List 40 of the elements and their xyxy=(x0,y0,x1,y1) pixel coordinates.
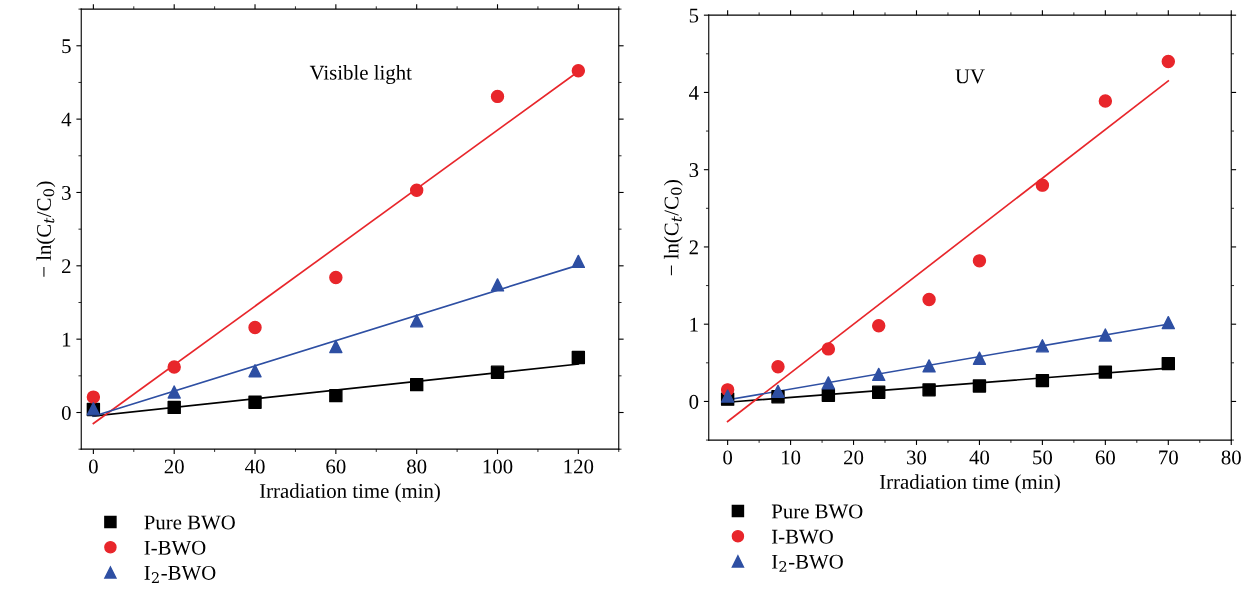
x-tick-label: 60 xyxy=(1095,450,1115,465)
legend-label: Pure BWO xyxy=(144,515,235,530)
legend-label: Pure BWO xyxy=(771,504,863,519)
x-tick-label: 80 xyxy=(407,459,427,474)
x-tick-label: 20 xyxy=(844,450,864,465)
x-tick-label: 40 xyxy=(969,450,990,465)
x-tick-label: 20 xyxy=(164,459,184,474)
legend-label: I-BWO xyxy=(772,529,833,544)
legend-label: I-BWO xyxy=(144,540,206,555)
y-tick-label: 5 xyxy=(689,8,699,23)
y-tick-label: 0 xyxy=(61,405,71,420)
x-tick-label: 0 xyxy=(723,450,733,465)
x-axis-title: Irradiation time (min) xyxy=(879,474,1060,494)
x-tick-label: 70 xyxy=(1159,450,1178,465)
y-tick-label: 3 xyxy=(62,185,71,200)
x-tick-label: 120 xyxy=(564,459,594,474)
y-tick-label: 4 xyxy=(689,85,699,100)
x-tick-label: 0 xyxy=(88,459,98,474)
x-axis-title: Irradiation time (min) xyxy=(259,483,440,503)
y-tick-label: 1 xyxy=(690,317,698,332)
y-axis-title: − ln(C$_{t}$/C$_{0}$) xyxy=(36,181,56,277)
x-tick-label: 50 xyxy=(1033,450,1053,465)
x-tick-label: 40 xyxy=(245,459,265,474)
y-tick-label: 3 xyxy=(689,163,699,178)
y-tick-label: 5 xyxy=(62,39,71,54)
x-tick-label: 30 xyxy=(907,450,927,465)
y-tick-label: 4 xyxy=(61,112,72,127)
annotation: Visible light xyxy=(309,65,412,85)
y-axis-title: − ln(C$_{t}$/C$_{0}$) xyxy=(663,179,683,276)
legend-label: I$_{2}$-BWO xyxy=(144,565,216,583)
x-tick-label: 80 xyxy=(1221,450,1241,465)
y-tick-label: 2 xyxy=(689,240,698,255)
y-tick-label: 2 xyxy=(62,259,71,274)
y-tick-label: 0 xyxy=(689,394,699,409)
x-tick-label: 60 xyxy=(326,459,346,474)
x-tick-label: 10 xyxy=(782,450,801,465)
annotation: UV xyxy=(955,69,985,84)
y-tick-label: 1 xyxy=(62,332,71,347)
legend-label: I$_{2}$-BWO xyxy=(772,554,843,572)
x-tick-label: 100 xyxy=(483,459,513,474)
